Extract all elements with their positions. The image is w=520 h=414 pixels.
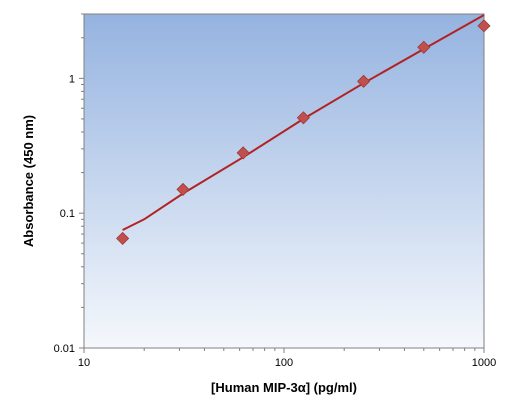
- x-tick-label: 10: [78, 357, 90, 369]
- y-axis-title: Absorbance (450 nm): [21, 115, 36, 247]
- plot-area: [83, 13, 485, 349]
- x-axis-ticks: 10 100 1000: [78, 348, 496, 369]
- data-point: [417, 40, 431, 54]
- fit-curve: [122, 14, 485, 231]
- y-tick-label: 1: [69, 73, 75, 85]
- x-tick-label: 100: [275, 357, 293, 369]
- data-point: [296, 111, 310, 125]
- x-tick-label: 1000: [472, 357, 496, 369]
- data-point: [357, 74, 371, 88]
- y-tick-label: 0.1: [60, 208, 75, 220]
- data-point: [176, 182, 190, 196]
- data-point: [236, 146, 250, 160]
- y-axis-ticks: 0.01 0.1 1: [54, 13, 84, 355]
- y-tick-label: 0.01: [54, 343, 75, 355]
- fit-curve-group: [122, 14, 485, 231]
- x-axis-title: [Human MIP-3α] (pg/ml): [211, 380, 357, 395]
- data-point: [116, 231, 130, 245]
- data-point: [477, 19, 491, 33]
- data-points: [116, 19, 491, 245]
